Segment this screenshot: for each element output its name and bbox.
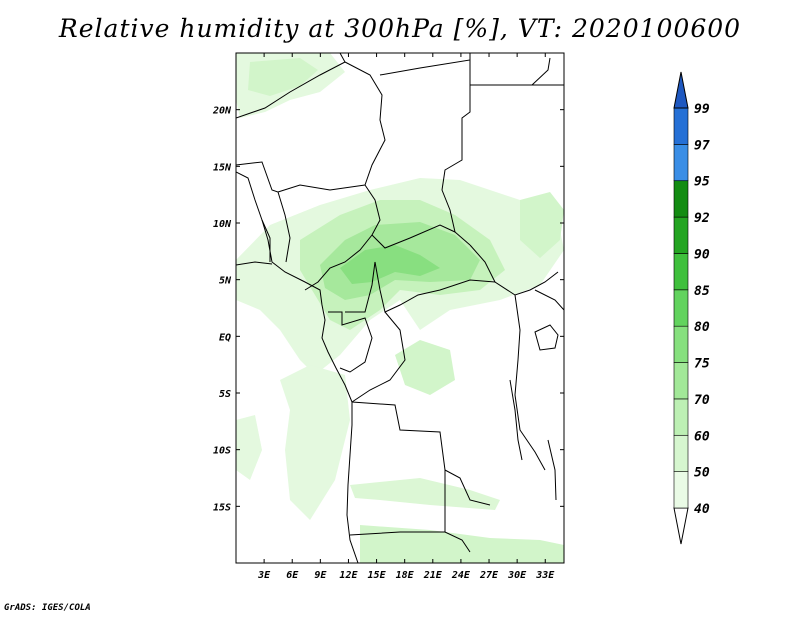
lon-tick-label: 21E bbox=[423, 570, 443, 581]
border-drc-east bbox=[514, 294, 546, 471]
longitude-ticks: 3E 6E 9E 12E 15E 18E 21E 24E 27E 30E 33E bbox=[257, 53, 555, 581]
colorbar-bin bbox=[673, 398, 689, 436]
colorbar-bin bbox=[673, 253, 689, 291]
lon-tick-label: 12E bbox=[339, 570, 358, 581]
border-east-africa bbox=[534, 289, 564, 311]
colorbar-label: 40 bbox=[694, 502, 710, 517]
lon-tick-label: 6E bbox=[286, 570, 299, 581]
coastline-west-africa bbox=[236, 171, 359, 563]
colorbar-bin bbox=[673, 362, 689, 400]
colorbar-label: 85 bbox=[694, 284, 710, 299]
humidity-area-congo bbox=[395, 340, 455, 395]
border-west-1 bbox=[236, 161, 291, 263]
coastline-gulf-guinea bbox=[236, 261, 273, 266]
lon-tick-label: 9E bbox=[314, 570, 327, 581]
humidity-area-west-edge bbox=[236, 415, 262, 480]
lat-tick-label: 5N bbox=[219, 276, 232, 287]
colorbar-label: 80 bbox=[694, 320, 710, 335]
colorbar-bin bbox=[673, 471, 689, 509]
border-sudan-west bbox=[441, 53, 471, 246]
border-sahara bbox=[236, 53, 346, 119]
latitude-ticks: 20N 15N 10N 5N EQ 5S 10S 15S bbox=[212, 106, 564, 513]
colorbar-label: 92 bbox=[694, 211, 710, 226]
humidity-area-south bbox=[350, 478, 500, 510]
colorbar-bin bbox=[673, 107, 689, 145]
border-niger-chad bbox=[344, 61, 386, 186]
colorbar-max-triangle bbox=[673, 71, 689, 109]
border-nigeria-north bbox=[277, 184, 366, 193]
colorbar-label: 99 bbox=[694, 102, 710, 117]
border-car-north bbox=[371, 224, 456, 249]
border-nigeria-east bbox=[304, 184, 381, 291]
lon-tick-label: 27E bbox=[479, 570, 499, 581]
humidity-area-atlantic bbox=[280, 365, 350, 520]
humidity-area-south-edge bbox=[360, 525, 564, 563]
colorbar-bin bbox=[673, 325, 689, 363]
border-drc-angola bbox=[351, 401, 491, 506]
colorbar-min-triangle bbox=[673, 507, 689, 545]
lat-tick-label: 15N bbox=[213, 162, 232, 173]
country-borders bbox=[236, 53, 564, 563]
border-car-south bbox=[374, 261, 496, 313]
lon-tick-label: 18E bbox=[396, 570, 415, 581]
lon-tick-label: 30E bbox=[507, 570, 527, 581]
humidity-area-north-2 bbox=[248, 58, 318, 96]
lon-tick-label: 15E bbox=[368, 570, 387, 581]
lon-tick-label: 24E bbox=[451, 570, 471, 581]
colorbar-label: 60 bbox=[694, 429, 710, 444]
map-frame bbox=[235, 52, 565, 564]
humidity-area-east-mid bbox=[520, 192, 564, 258]
border-west-2 bbox=[261, 219, 271, 262]
colorbar-bin bbox=[673, 144, 689, 182]
lat-tick-label: 10S bbox=[213, 446, 231, 457]
lat-tick-label: 15S bbox=[213, 502, 231, 513]
colorbar-bin bbox=[673, 434, 689, 472]
lon-tick-label: 3E bbox=[257, 570, 271, 581]
humidity-shading bbox=[236, 53, 564, 563]
lat-tick-label: 10N bbox=[213, 219, 232, 230]
lake-tanganyika bbox=[509, 379, 523, 461]
lat-tick-label: 20N bbox=[212, 106, 232, 117]
colorbar-label: 95 bbox=[694, 175, 710, 190]
lake-malawi bbox=[547, 439, 557, 501]
lake-victoria bbox=[534, 324, 559, 351]
border-congo-drc bbox=[351, 311, 406, 403]
colorbar-label: 97 bbox=[694, 138, 710, 153]
colorbar-label: 50 bbox=[694, 466, 710, 481]
grads-credit: GrADS: IGES/COLA bbox=[4, 603, 91, 613]
colorbar-label: 90 bbox=[694, 247, 710, 262]
lon-tick-label: 33E bbox=[535, 570, 555, 581]
chart-title: Relative humidity at 300hPa [%], VT: 202… bbox=[58, 14, 742, 43]
lat-tick-label: EQ bbox=[219, 332, 231, 343]
colorbar-bin bbox=[673, 180, 689, 218]
red-sea-coast bbox=[531, 57, 551, 86]
humidity-area-core bbox=[340, 245, 440, 284]
border-cameroon bbox=[345, 261, 376, 313]
colorbar-label: 70 bbox=[694, 393, 710, 408]
colorbar: 40 50 60 70 75 80 85 90 92 95 97 99 bbox=[673, 71, 710, 545]
border-gabon-congo bbox=[328, 311, 373, 373]
border-libya-chad bbox=[379, 53, 471, 76]
colorbar-bin bbox=[673, 289, 689, 327]
lat-tick-label: 5S bbox=[219, 389, 231, 400]
colorbar-bin bbox=[673, 216, 689, 254]
colorbar-label: 75 bbox=[694, 357, 710, 372]
